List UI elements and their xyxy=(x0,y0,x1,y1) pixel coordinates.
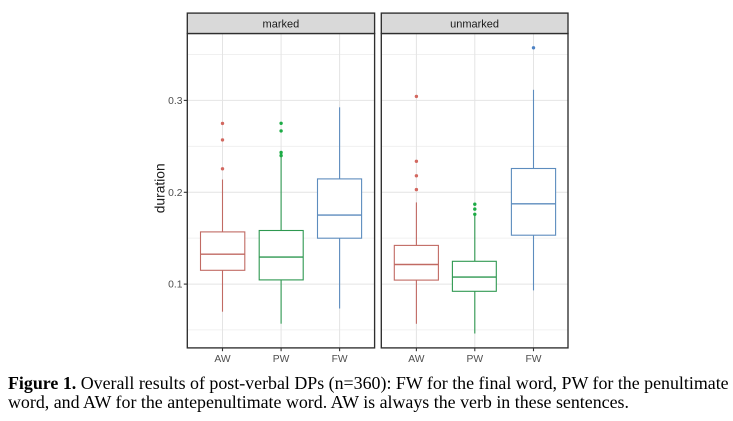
svg-text:AW: AW xyxy=(408,354,424,365)
svg-text:duration: duration xyxy=(153,163,168,213)
svg-text:0.2: 0.2 xyxy=(168,188,183,199)
svg-text:unmarked: unmarked xyxy=(450,19,499,31)
svg-text:PW: PW xyxy=(273,354,290,365)
svg-text:FW: FW xyxy=(525,354,541,365)
svg-text:marked: marked xyxy=(263,19,300,31)
svg-text:PW: PW xyxy=(467,354,484,365)
svg-text:0.1: 0.1 xyxy=(168,280,183,291)
svg-text:0.3: 0.3 xyxy=(168,96,183,107)
svg-text:FW: FW xyxy=(332,354,348,365)
svg-text:AW: AW xyxy=(214,354,230,365)
